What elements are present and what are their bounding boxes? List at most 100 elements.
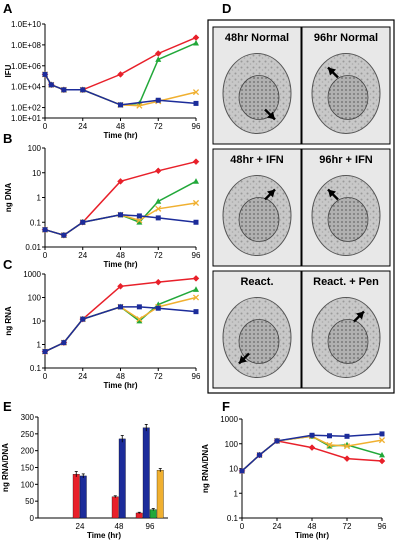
x-tick-label: 72 (154, 122, 163, 131)
y-tick-label: 100 (21, 480, 35, 489)
data-point-pen (80, 87, 86, 93)
panel-letter: D (222, 1, 231, 16)
y-axis-title: ng RNA/DNA (1, 443, 10, 492)
x-tick-label: 96 (192, 251, 201, 260)
data-point-pen (193, 219, 199, 225)
bar-normal (111, 496, 119, 519)
inclusion-core (327, 319, 369, 364)
y-axis-title: ng DNA (4, 183, 13, 213)
series-line-pen (44, 73, 197, 106)
x-tick-label: 72 (343, 522, 352, 531)
arrow-head-icon (267, 189, 275, 198)
y-tick-label: 1.0E+04 (11, 83, 42, 92)
data-point-pen (42, 349, 48, 355)
data-point-ifn96 (136, 316, 143, 323)
x-tick-label: 24 (78, 372, 87, 381)
y-tick-label: 1.0E+01 (11, 114, 42, 123)
data-point-pen (309, 432, 315, 438)
data-point-ifn48 (155, 56, 162, 62)
data-point-ifn96 (136, 217, 143, 224)
series-ifn48 (42, 178, 199, 238)
data-point-normal (378, 457, 386, 465)
micrograph-label: React. + Pen (313, 276, 379, 288)
data-point-ifn48 (136, 317, 143, 324)
micrograph-panel: D 48hr Normal 96hr Normal 48hr + IFN 96hr + … (207, 1, 395, 394)
data-point-ifn96-stroke-b (343, 443, 351, 450)
data-point-ifn96 (192, 89, 200, 96)
micrograph-frame (207, 19, 395, 394)
data-point-ifn96-stroke-b (192, 89, 200, 96)
micrograph-cell: 48hr Normal (212, 26, 302, 145)
data-point-ifn48 (379, 451, 385, 458)
panel-letter: F (222, 399, 230, 414)
series-pen (42, 212, 199, 238)
data-point-pen (61, 87, 67, 93)
y-tick-label: 300 (21, 413, 35, 422)
bar-ifn48 (149, 509, 157, 519)
data-point-ifn96 (155, 205, 162, 212)
y-tick-label: 1000 (220, 415, 238, 424)
bar-pen (118, 438, 126, 519)
x-tick-label: 24 (78, 122, 87, 131)
series-line-pen (44, 214, 197, 237)
series-line-ifn48 (44, 180, 197, 237)
data-point-ifn96 (192, 199, 200, 207)
data-point-pen (61, 340, 67, 346)
data-point-pen (274, 438, 280, 444)
data-point-normal (343, 455, 351, 463)
y-tick-label: 1000 (23, 270, 41, 279)
arrow-head-icon (356, 311, 364, 320)
bar-pen (142, 427, 150, 519)
data-point-normal (117, 282, 124, 290)
series-normal (41, 34, 200, 94)
x-tick-label: 48 (115, 522, 124, 531)
data-point-normal (154, 50, 162, 57)
y-tick-label: 250 (21, 430, 35, 439)
x-tick-label: 48 (308, 522, 317, 531)
x-tick-label: 48 (116, 251, 125, 260)
data-point-normal (154, 278, 162, 286)
data-point-ifn96-stroke-b (136, 217, 143, 224)
micrograph-label: 96hr Normal (314, 32, 378, 44)
data-point-pen (379, 431, 385, 437)
micrograph-cell: React. (212, 270, 302, 389)
arrow-head-icon (239, 355, 247, 364)
data-point-ifn96 (136, 102, 143, 109)
inclusion-core (327, 197, 369, 242)
bar-ifn96 (156, 470, 164, 519)
series-line-ifn48 (241, 435, 383, 472)
data-point-pen (118, 212, 123, 218)
x-axis-title: Time (hr) (103, 260, 137, 269)
y-tick-label: 1.0E+02 (11, 104, 42, 113)
series-line-pen (44, 306, 197, 353)
data-point-ifn48 (193, 178, 199, 184)
x-tick-label: 0 (240, 522, 245, 531)
y-tick-label: 0.1 (227, 514, 239, 523)
panel-letter: E (3, 399, 12, 414)
inclusion-core (238, 319, 280, 364)
data-point-pen (155, 97, 161, 103)
panel-letter: C (3, 257, 13, 272)
data-point-ifn96-stroke-b (136, 102, 143, 109)
inclusion-core (238, 197, 280, 242)
data-point-pen (61, 232, 67, 238)
data-point-ifn96-stroke-b (378, 437, 386, 444)
x-axis-title: Time (hr) (87, 531, 121, 540)
x-tick-label: 0 (43, 122, 48, 131)
x-tick-label: 0 (43, 251, 48, 260)
micrograph-cell: 96hr + IFN (301, 148, 391, 267)
data-point-pen (118, 102, 123, 108)
data-point-pen (136, 213, 142, 219)
x-tick-label: 0 (43, 372, 48, 381)
series-line-ifn96 (241, 435, 383, 472)
data-point-ifn96 (192, 294, 200, 301)
y-tick-label: 10 (32, 169, 41, 178)
chart-panel-e: E 0 50 100 150 200 250 300 24 48 96 Time (hr) ng RNA… (1, 399, 168, 540)
data-point-normal (192, 275, 200, 282)
micrograph-label: 48hr Normal (225, 32, 289, 44)
y-tick-label: 1.0E+10 (11, 20, 42, 29)
y-axis-title: ng RNA/DNA (201, 444, 210, 493)
data-point-ifn96 (378, 437, 386, 444)
data-point-ifn48 (193, 286, 199, 292)
